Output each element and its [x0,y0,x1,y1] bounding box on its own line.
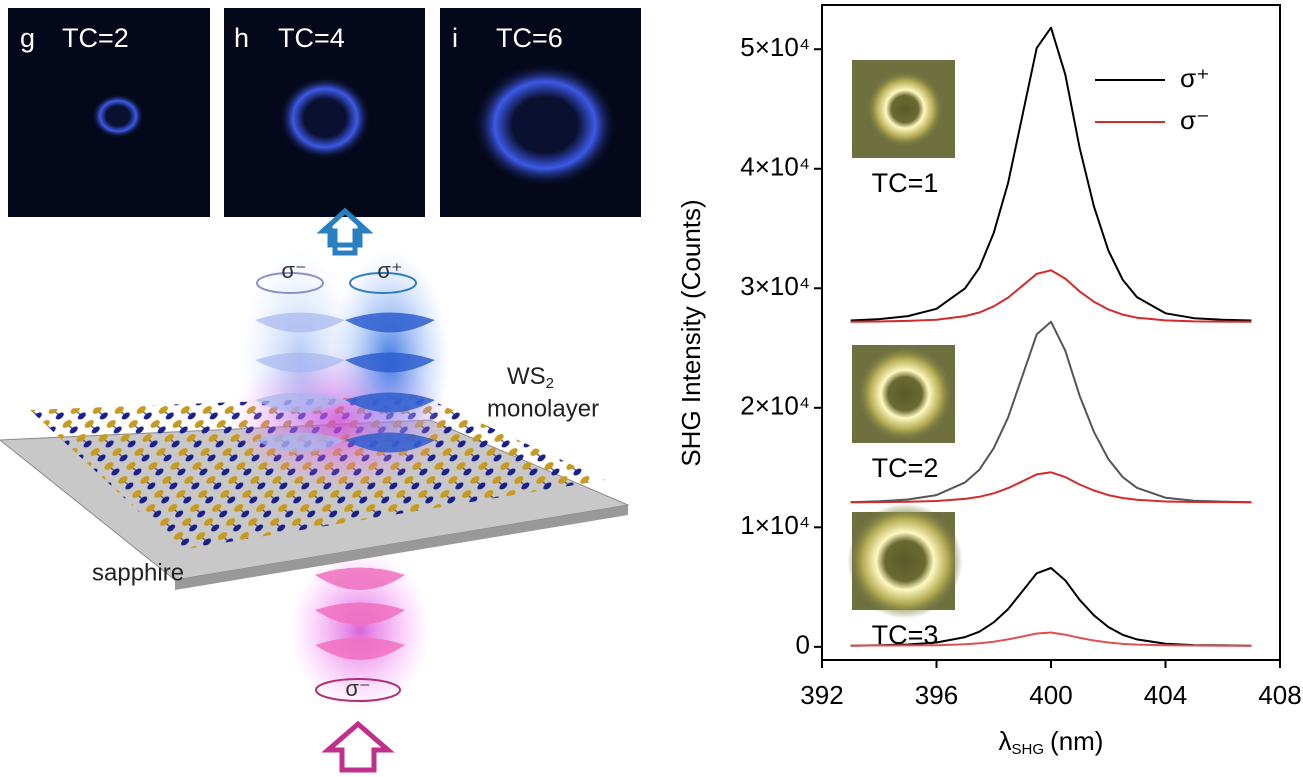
series-line [850,269,1252,323]
helix-minus [255,312,345,453]
y-tick-label: 1×10⁴ [740,510,810,540]
substrate-edge [175,505,628,590]
beam-label: σ⁻ [281,258,306,283]
output-arrow [316,207,374,256]
inset-ring [847,503,963,619]
y-tick-label: 4×10⁴ [740,152,810,182]
series-line [850,26,1252,322]
x-tick-label: 404 [1144,680,1187,710]
panel-letter: h [234,23,249,53]
panel-letter: i [452,23,458,53]
legend-label: σ⁻ [1180,105,1210,135]
illustration: σ⁻ σ⁺ σ⁻ WS2 monolayer sapphire [0,207,630,773]
panel-letter: g [20,23,35,53]
legend-label: σ⁺ [1180,63,1210,93]
polarization-loop [256,272,324,294]
beam-label: σ⁺ [377,258,402,283]
helix-plus [345,312,435,453]
y-tick-label: 0 [796,630,810,660]
ring-panels: g TC=2 h TC=4 i TC=6 [8,8,641,217]
ring [473,63,617,187]
inset-label: TC=2 [872,453,939,483]
x-tick-label: 396 [915,680,958,710]
input-helix [315,567,405,660]
y-tick-label: 5×10⁴ [740,32,810,62]
y-axis-label: SHG Intensity (Counts) [676,199,706,466]
x-tick-label: 408 [1258,680,1301,710]
material-label-2: monolayer [487,395,599,422]
x-tick-label: 400 [1029,680,1072,710]
input-glow [290,550,430,710]
material-label: WS2 [507,363,554,392]
material-sub: 2 [546,375,554,392]
panel-label: TC=6 [496,23,563,53]
material: WS [507,363,546,390]
panel-label: TC=2 [62,23,129,53]
series-line [850,320,1252,504]
ring [279,76,371,160]
inset-label: TC=1 [872,168,939,198]
x-label-symbol: λ [999,726,1012,756]
input-arrow [321,720,395,773]
substrate-label: sapphire [92,559,184,586]
x-axis-label: λSHG (nm) [999,726,1104,758]
inset-ring [857,346,953,442]
polarization-loop [315,678,401,702]
beam-label: σ⁻ [345,676,370,701]
y-tick-label: 2×10⁴ [740,391,810,421]
ring [92,94,144,138]
x-tick-label: 392 [800,680,843,710]
y-tick-label: 3×10⁴ [740,271,810,301]
series-line [850,471,1252,504]
inset-ring [866,70,944,148]
series-line [850,567,1252,647]
panel-label: TC=4 [278,23,345,53]
x-label-unit: (nm) [1050,726,1103,756]
series-line [850,631,1252,647]
polarization-loop [349,272,417,294]
x-label-sub: SHG [1012,741,1045,758]
chart: SHG Intensity (Counts) λSHG (nm) 392 396 40… [676,4,1302,758]
